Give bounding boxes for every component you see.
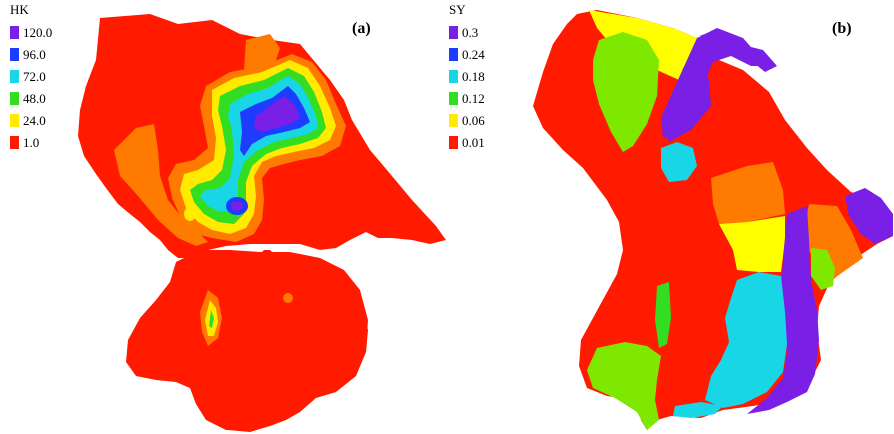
legend-label: 72.0 — [23, 68, 46, 84]
legend-entry: 1.0 — [10, 135, 39, 149]
legend-label: 24.0 — [23, 112, 46, 128]
hk-legend-title: HK — [10, 2, 29, 17]
legend-entry: 0.06 — [449, 113, 485, 127]
hk-south-lobe — [126, 250, 368, 430]
legend-entry: 0.18 — [449, 69, 485, 83]
sy-violet-right — [845, 188, 893, 244]
legend-entry: 0.12 — [449, 91, 485, 105]
legend-label: 96.0 — [23, 46, 46, 62]
legend-swatch — [10, 135, 19, 149]
panel-hk: HK 120.0 96.0 72.0 48.0 24.0 1.0 (a) — [10, 2, 446, 432]
panel-sy: SY 0.3 0.24 0.18 0.12 0.06 0.01 (b) — [447, 0, 894, 434]
sy-cyan-large — [705, 272, 787, 408]
sy-cyan-small — [661, 142, 697, 182]
legend-label: 48.0 — [23, 90, 46, 106]
legend-label: 0.24 — [462, 46, 485, 62]
legend-entry: 0.01 — [449, 135, 485, 149]
sy-green-leaf — [593, 32, 659, 152]
sy-yellow-center — [719, 216, 785, 272]
legend-swatch — [10, 113, 19, 127]
legend-label: 120.0 — [23, 24, 53, 40]
legend-label: 1.0 — [23, 134, 40, 150]
hk-spot-violet — [231, 201, 243, 211]
legend-label: 0.18 — [462, 68, 485, 84]
legend-entry: 0.3 — [449, 25, 478, 39]
hk-south-lens-green — [209, 310, 214, 328]
hk-orange-dot — [283, 293, 293, 303]
sy-map — [533, 10, 893, 430]
legend-label: 0.06 — [462, 112, 485, 128]
hk-orange-wedge — [114, 124, 208, 246]
sy-cyan-bottom — [673, 402, 723, 418]
panel-label-a: (a) — [352, 20, 371, 37]
legend-swatch — [10, 91, 19, 105]
legend-swatch — [449, 69, 458, 83]
legend-label: 0.12 — [462, 90, 485, 106]
legend-entry: 120.0 — [10, 25, 52, 39]
panel-label-b: (b) — [832, 20, 852, 37]
legend-swatch — [449, 25, 458, 39]
sy-legend: SY 0.3 0.24 0.18 0.12 0.06 0.01 — [449, 2, 509, 152]
legend-entry: 0.24 — [449, 47, 485, 61]
hk-map — [78, 14, 446, 432]
legend-swatch — [449, 91, 458, 105]
legend-entry: 48.0 — [10, 91, 46, 105]
legend-swatch — [10, 47, 19, 61]
sy-green-strip — [655, 282, 671, 348]
legend-label: 0.3 — [462, 24, 479, 40]
legend-entry: 24.0 — [10, 113, 46, 127]
legend-swatch — [449, 135, 458, 149]
sy-green-right — [811, 248, 835, 290]
hk-yellow-dot — [184, 207, 196, 221]
sy-green-sw — [587, 342, 661, 430]
hk-legend: HK 120.0 96.0 72.0 48.0 24.0 1.0 — [10, 2, 70, 152]
legend-label: 0.01 — [462, 134, 485, 150]
hk-zone-violet — [254, 96, 300, 132]
sy-violet-band — [661, 28, 769, 138]
legend-swatch — [449, 113, 458, 127]
legend-swatch — [449, 47, 458, 61]
legend-swatch — [10, 69, 19, 83]
sy-orange-center — [711, 162, 785, 224]
legend-swatch — [10, 25, 19, 39]
sy-legend-title: SY — [449, 2, 466, 17]
legend-entry: 72.0 — [10, 69, 46, 83]
legend-entry: 96.0 — [10, 47, 46, 61]
